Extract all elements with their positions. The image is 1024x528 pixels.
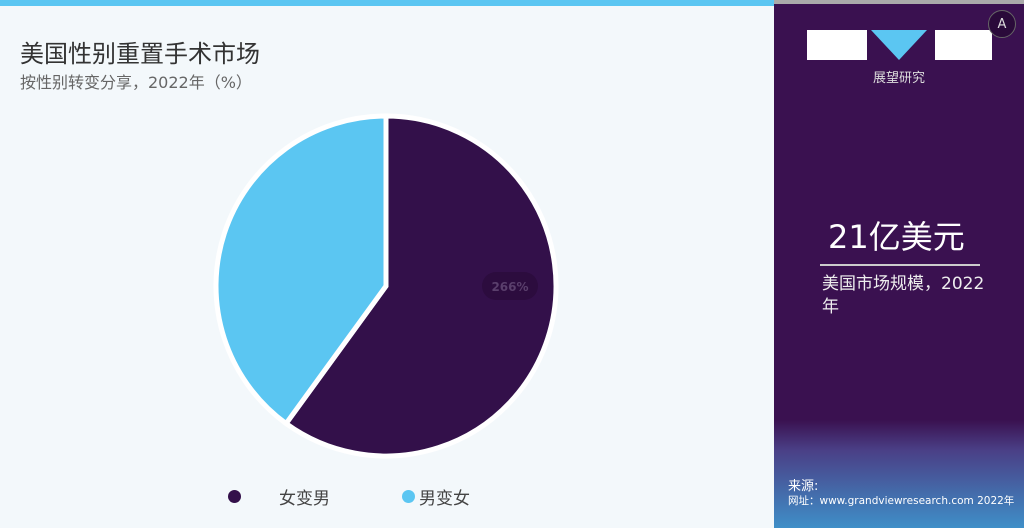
pie-slice-mtf[interactable]	[213, 113, 389, 428]
market-desc: 美国市场规模，2022年	[822, 274, 985, 317]
sidebar: 展望研究 A 21亿美元 美国市场规模，2022年 来源: 网址：www.gra…	[774, 0, 1024, 528]
chart-title: 美国性别重置手术市场	[20, 40, 260, 68]
logo-block-left	[807, 30, 867, 60]
legend-item-ftm[interactable]: 女变男	[228, 484, 330, 509]
market-size: 21亿美元	[828, 218, 965, 256]
translate-button[interactable]: A	[988, 10, 1016, 38]
source-url[interactable]: 网址：www.grandviewresearch.com 2022年	[788, 495, 1015, 507]
legend-swatch	[228, 490, 241, 503]
logo-triangle-icon	[871, 30, 927, 60]
data-label-bg	[482, 272, 538, 300]
pie-chart: 266%	[213, 113, 559, 459]
legend-swatch	[402, 490, 415, 503]
data-label: 266%	[491, 280, 528, 294]
divider	[820, 264, 980, 266]
chart-subtitle: 按性别转变分享，2022年（%）	[20, 73, 252, 92]
source-label: 来源:	[788, 479, 819, 494]
logo-block-right	[935, 30, 992, 60]
legend-label: 男变女	[419, 489, 470, 509]
legend-label: 女变男	[279, 489, 330, 509]
logo-text: 展望研究	[872, 71, 925, 86]
pie-slice-ftm[interactable]	[282, 113, 559, 459]
legend-item-mtf[interactable]: 男变女	[402, 484, 470, 509]
